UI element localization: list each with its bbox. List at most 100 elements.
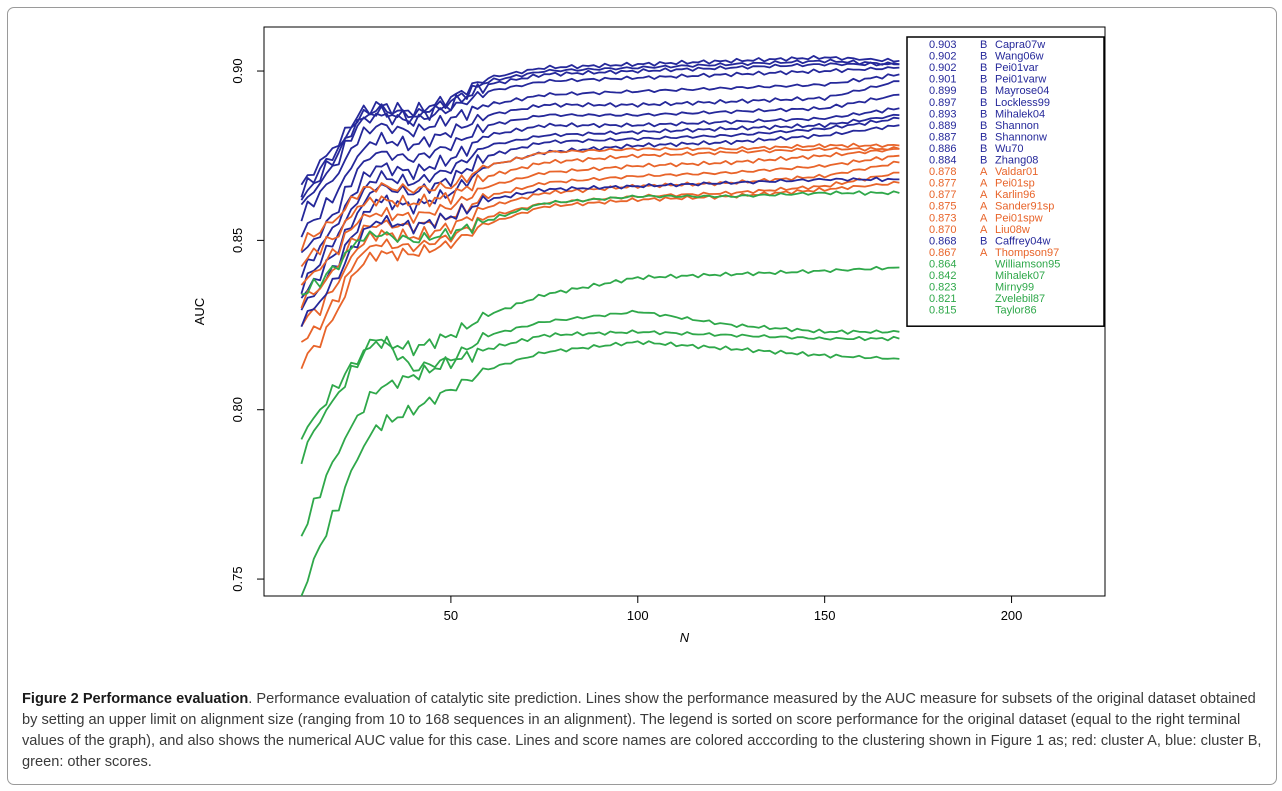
legend-entry: 0.886 B Wu70 bbox=[929, 143, 1024, 155]
legend-score-name: Mihalek04 bbox=[995, 108, 1045, 120]
legend-cluster: B bbox=[980, 51, 987, 63]
caption-body: . Performance evaluation of catalytic si… bbox=[22, 691, 1262, 770]
legend-cluster: A bbox=[980, 166, 988, 178]
legend-auc-value: 0.901 bbox=[929, 74, 957, 86]
legend-cluster: B bbox=[980, 143, 987, 155]
legend-auc-value: 0.878 bbox=[929, 166, 957, 178]
legend-entry: 0.868 B Caffrey04w bbox=[929, 235, 1050, 247]
legend-entry: 0.823 Mirny99 bbox=[929, 282, 1034, 294]
legend-score-name: Wu70 bbox=[995, 143, 1024, 155]
legend-cluster: B bbox=[980, 39, 987, 51]
figure-caption: Figure 2 Performance evaluation. Perform… bbox=[22, 689, 1262, 773]
legend-auc-value: 0.902 bbox=[929, 51, 957, 63]
legend-entry: 0.903 B Capra07w bbox=[929, 39, 1045, 51]
legend-entry: 0.902 B Wang06w bbox=[929, 51, 1044, 63]
legend: 0.903 B Capra07w 0.902 B Wang06w 0.902 B Pei01va… bbox=[906, 36, 1105, 327]
legend-entry: 0.873 A Pei01spw bbox=[929, 212, 1043, 224]
legend-auc-value: 0.864 bbox=[929, 258, 957, 270]
legend-entry: 0.867 A Thompson97 bbox=[929, 247, 1059, 259]
legend-auc-value: 0.870 bbox=[929, 224, 957, 236]
series-line-valdar01 bbox=[300, 142, 900, 252]
legend-score-name: Pei01varw bbox=[995, 74, 1046, 86]
legend-entry: 0.821 Zvelebil87 bbox=[929, 293, 1045, 305]
legend-entry: 0.870 A Liu08w bbox=[929, 224, 1030, 236]
legend-entry: 0.877 A Pei01sp bbox=[929, 178, 1035, 190]
legend-cluster: A bbox=[980, 189, 988, 201]
legend-cluster: A bbox=[980, 201, 988, 213]
legend-entry: 0.864 Williamson95 bbox=[929, 258, 1060, 270]
legend-auc-value: 0.887 bbox=[929, 131, 957, 143]
legend-score-name: Zhang08 bbox=[995, 155, 1038, 167]
legend-score-name: Mirny99 bbox=[995, 282, 1034, 294]
y-axis-label: AUC bbox=[192, 298, 207, 325]
x-axis-label: N bbox=[680, 630, 690, 645]
legend-score-name: Mayrose04 bbox=[995, 85, 1049, 97]
series-line-mirny99 bbox=[300, 309, 900, 465]
axes: 50 100 150 200 0.75 0.80 0.85 0.90 bbox=[230, 58, 1022, 623]
legend-entry: 0.902 B Pei01var bbox=[929, 62, 1039, 74]
legend-entry: 0.842 Mihalek07 bbox=[929, 270, 1045, 282]
series-line-wu70 bbox=[300, 116, 900, 299]
y-tick-label: 0.85 bbox=[230, 228, 245, 253]
legend-cluster: B bbox=[980, 85, 987, 97]
series-line-mihalek04 bbox=[300, 93, 900, 254]
x-tick-label: 50 bbox=[444, 608, 458, 623]
legend-auc-value: 0.868 bbox=[929, 235, 957, 247]
legend-entry: 0.897 B Lockless99 bbox=[929, 97, 1050, 109]
legend-cluster: B bbox=[980, 131, 987, 143]
legend-score-name: Shannon bbox=[995, 120, 1039, 132]
y-tick-label: 0.90 bbox=[230, 58, 245, 83]
legend-score-name: Lockless99 bbox=[995, 97, 1050, 109]
legend-auc-value: 0.823 bbox=[929, 282, 957, 294]
legend-auc-value: 0.889 bbox=[929, 120, 957, 132]
legend-auc-value: 0.893 bbox=[929, 108, 957, 120]
plot-area bbox=[263, 26, 1106, 597]
legend-cluster: A bbox=[980, 247, 988, 259]
legend-cluster: B bbox=[980, 62, 987, 74]
series-line-zvelebil87 bbox=[300, 329, 900, 537]
legend-auc-value: 0.815 bbox=[929, 305, 957, 317]
legend-score-name: Pei01var bbox=[995, 62, 1039, 74]
series-line-wang06w bbox=[300, 58, 900, 198]
legend-score-name: Thompson97 bbox=[995, 247, 1059, 259]
x-tick-label: 150 bbox=[814, 608, 836, 623]
legend-cluster: B bbox=[980, 120, 987, 132]
legend-entry: 0.887 B Shannonw bbox=[929, 131, 1047, 143]
series-line-shannon bbox=[300, 107, 900, 278]
series-line-capra07w bbox=[300, 55, 900, 186]
legend-entry: 0.893 B Mihalek04 bbox=[929, 108, 1045, 120]
legend-auc-value: 0.886 bbox=[929, 143, 957, 155]
legend-cluster: B bbox=[980, 155, 987, 167]
legend-cluster: B bbox=[980, 108, 987, 120]
legend-auc-value: 0.899 bbox=[929, 85, 957, 97]
legend-auc-value: 0.884 bbox=[929, 155, 957, 167]
legend-auc-value: 0.877 bbox=[929, 178, 957, 190]
legend-cluster: A bbox=[980, 224, 988, 236]
series-line-thompson97 bbox=[300, 180, 900, 370]
legend-cluster: A bbox=[980, 212, 988, 224]
series-line-pei01sp bbox=[300, 146, 900, 268]
series-line-taylor86 bbox=[300, 340, 900, 597]
series-line-caffrey04w bbox=[300, 176, 900, 328]
legend-entry: 0.815 Taylor86 bbox=[929, 305, 1037, 317]
legend-cluster: B bbox=[980, 235, 987, 247]
series-line-karlin96 bbox=[300, 148, 900, 286]
legend-entry: 0.901 B Pei01varw bbox=[929, 74, 1046, 86]
legend-cluster: B bbox=[980, 97, 987, 109]
legend-box bbox=[906, 36, 1105, 327]
legend-score-name: Taylor86 bbox=[995, 305, 1037, 317]
legend-entry: 0.899 B Mayrose04 bbox=[929, 85, 1049, 97]
series-line-lockless99 bbox=[300, 80, 900, 238]
y-tick-label: 0.75 bbox=[230, 566, 245, 591]
legend-cluster: B bbox=[980, 74, 987, 86]
series-line-mihalek07 bbox=[300, 265, 900, 440]
legend-score-name: Williamson95 bbox=[995, 258, 1060, 270]
legend-score-name: Wang06w bbox=[995, 51, 1044, 63]
legend-auc-value: 0.867 bbox=[929, 247, 957, 259]
legend-score-name: Capra07w bbox=[995, 39, 1045, 51]
legend-score-name: Mihalek07 bbox=[995, 270, 1045, 282]
legend-entry: 0.877 A Karlin96 bbox=[929, 189, 1035, 201]
plot-frame bbox=[263, 26, 1106, 597]
legend-cluster: A bbox=[980, 178, 988, 190]
legend-entry: 0.875 A Sander91sp bbox=[929, 201, 1054, 213]
